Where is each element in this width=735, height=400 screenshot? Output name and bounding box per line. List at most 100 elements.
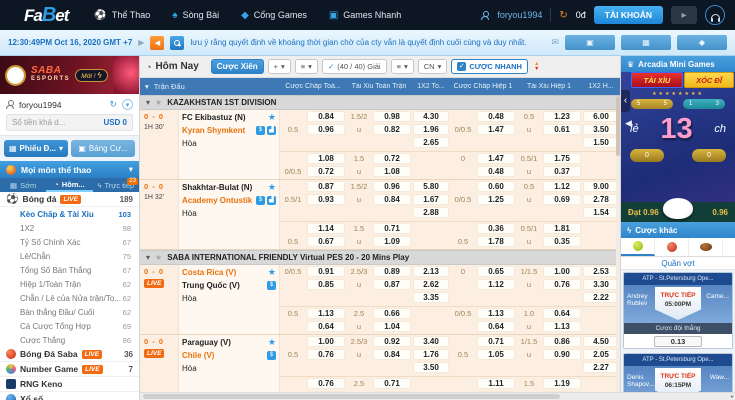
saba-esports-banner[interactable]: SABA ESPORTS Mới ! ϟ [0, 56, 139, 94]
tab-taixiu[interactable]: TÀI XỈU [631, 72, 683, 88]
scrollbar-thumb[interactable] [143, 394, 560, 399]
tab-pingpong[interactable] [655, 238, 689, 256]
tab-xocdia[interactable]: XÓC ĐĨ [684, 72, 734, 88]
view-button[interactable]: ≡ ▾ [294, 59, 318, 74]
odds-cell[interactable]: 4.50 [583, 336, 619, 347]
odds-cell[interactable] [373, 137, 411, 148]
odds-cell[interactable] [307, 362, 345, 373]
odds-cell[interactable]: 1.78 [477, 236, 515, 247]
odds-cell[interactable]: 0.87 [307, 181, 345, 192]
odds-cell[interactable]: 1.25 [477, 194, 515, 205]
chevron-down-icon[interactable]: ▾ [145, 82, 149, 91]
odds-cell[interactable]: 0.86 [543, 336, 581, 347]
collapse-arrow[interactable]: ‹ [621, 90, 630, 112]
odds-cell[interactable]: 3.40 [413, 336, 449, 347]
nav-song-bai[interactable]: ♠ Sòng Bài [172, 10, 219, 21]
odds-cell[interactable] [373, 362, 411, 373]
odds-cell[interactable] [477, 137, 515, 148]
odds-cell[interactable]: 1.50 [583, 137, 619, 148]
home-team[interactable]: Shakhtar-Bulat (N) [182, 183, 253, 192]
bet-type-item[interactable]: Cược Thắng 86 [0, 333, 139, 347]
all-sports-header[interactable]: Mọi môn thể thao ▾ [0, 161, 139, 178]
chevron-down-icon[interactable]: ▾ [122, 99, 133, 110]
odds-cell[interactable] [543, 137, 581, 148]
odds-cell[interactable] [543, 207, 581, 218]
odds-cell[interactable] [307, 292, 345, 303]
odds-cell[interactable]: 0.35 [543, 236, 581, 247]
tennis-match-card[interactable]: ATP - St.Petersburg Ope... Andrey Rublev… [623, 272, 733, 349]
odds-cell[interactable]: 1.47 [477, 153, 515, 164]
odds-cell[interactable]: 0.37 [543, 166, 581, 177]
support-button[interactable] [705, 5, 725, 25]
tab-statement[interactable]: ▣ Bảng Cư... [71, 140, 135, 157]
sidebar-item-lottery[interactable]: Xổ số [0, 392, 139, 400]
dollar-icon[interactable]: $ [256, 126, 265, 135]
refresh-icon[interactable]: ↻ [109, 99, 117, 109]
home-team[interactable]: FC Ekibastuz (N) [182, 113, 246, 122]
game-shortcut-button-1[interactable]: ▣ [565, 35, 615, 50]
odds-cell[interactable]: 0.60 [477, 181, 515, 192]
subtab-live[interactable]: ϟ Trực tiếp 23 [93, 178, 139, 192]
odds-cell[interactable] [373, 207, 411, 218]
star-icon[interactable]: ★ [155, 253, 163, 262]
odds-cell[interactable]: 2.78 [583, 194, 619, 205]
odds-cell[interactable]: 9.00 [583, 181, 619, 192]
odds-cell[interactable]: 1.75 [543, 153, 581, 164]
odds-cell[interactable] [477, 207, 515, 218]
odds-cell[interactable]: 0.76 [307, 378, 345, 389]
odds-cell[interactable]: 0.90 [543, 349, 581, 360]
odds-cell[interactable]: 1.19 [543, 378, 581, 389]
odds-cell[interactable] [413, 153, 449, 164]
bet-type-item[interactable]: Tỷ Số Chính Xác 67 [0, 235, 139, 249]
odds-cell[interactable]: 5.80 [413, 181, 449, 192]
favorite-star-icon[interactable]: ★ [267, 112, 276, 122]
subtab-today[interactable]: ◔ Hôm... [46, 178, 93, 192]
odds-cell[interactable]: 0.67 [307, 236, 345, 247]
stats-chart-icon[interactable]: ▟ [267, 126, 276, 135]
odds-cell[interactable]: 0.72 [373, 153, 411, 164]
odds-cell[interactable]: 1.08 [373, 166, 411, 177]
odds-cell[interactable]: 1.81 [543, 223, 581, 234]
odds-format-button[interactable]: CN ▾ [417, 59, 448, 74]
game-shortcut-button-3[interactable]: ◆ [677, 35, 727, 50]
odds-cell[interactable]: 0.36 [477, 223, 515, 234]
dice-bowl[interactable] [663, 198, 693, 219]
odds-cell[interactable]: 0.61 [543, 124, 581, 135]
odds-cell[interactable]: 0.84 [373, 194, 411, 205]
odds-cell[interactable]: 0.84 [307, 111, 345, 122]
odds-cell[interactable]: 1.00 [307, 336, 345, 347]
odds-cell[interactable]: 0.71 [373, 378, 411, 389]
odds-cell[interactable] [413, 236, 449, 247]
search-button[interactable] [170, 35, 185, 50]
odds-cell[interactable] [413, 308, 449, 319]
odds-cell[interactable] [477, 292, 515, 303]
sort-button[interactable]: ≡ ▾ [390, 59, 414, 74]
bet-type-item[interactable]: Hiệp 1/Toàn Trận 62 [0, 277, 139, 291]
bet-type-item[interactable]: Cá Cược Tổng Hợp 69 [0, 319, 139, 333]
odds-cell[interactable]: 0.85 [307, 279, 345, 290]
odds-cell[interactable]: 1.13 [307, 308, 345, 319]
logout-button[interactable]: ▸ [671, 6, 697, 24]
odds-cell[interactable]: 1.13 [543, 321, 581, 332]
bet-oval-left[interactable]: 0 [630, 149, 664, 162]
odds-cell[interactable]: 0.96 [373, 181, 411, 192]
announcement-button[interactable]: ◀ [150, 35, 165, 50]
odds-cell[interactable] [543, 362, 581, 373]
odds-cell[interactable]: 0.76 [307, 349, 345, 360]
odds-cell[interactable]: 1.12 [543, 181, 581, 192]
scroll-right-arrow[interactable]: ▸ [730, 394, 734, 400]
quick-bet-toggle[interactable]: ✓ CƯỢC NHANH [451, 59, 528, 74]
nav-cong-games[interactable]: ◆ Cổng Games [241, 10, 307, 21]
odds-cell[interactable]: 3.50 [583, 124, 619, 135]
bet-oval-right[interactable]: 0 [692, 149, 726, 162]
odds-cell[interactable]: 0.72 [307, 166, 345, 177]
tab-rugby[interactable] [689, 238, 723, 256]
favorite-star-icon[interactable]: ★ [267, 267, 276, 277]
play-icon[interactable]: ▶ [138, 38, 145, 47]
odds-cell[interactable]: 2.27 [583, 362, 619, 373]
odds-cell[interactable]: 0.98 [373, 111, 411, 122]
odds-cell[interactable]: 0.76 [543, 279, 581, 290]
odds-cell[interactable]: 1.05 [477, 349, 515, 360]
